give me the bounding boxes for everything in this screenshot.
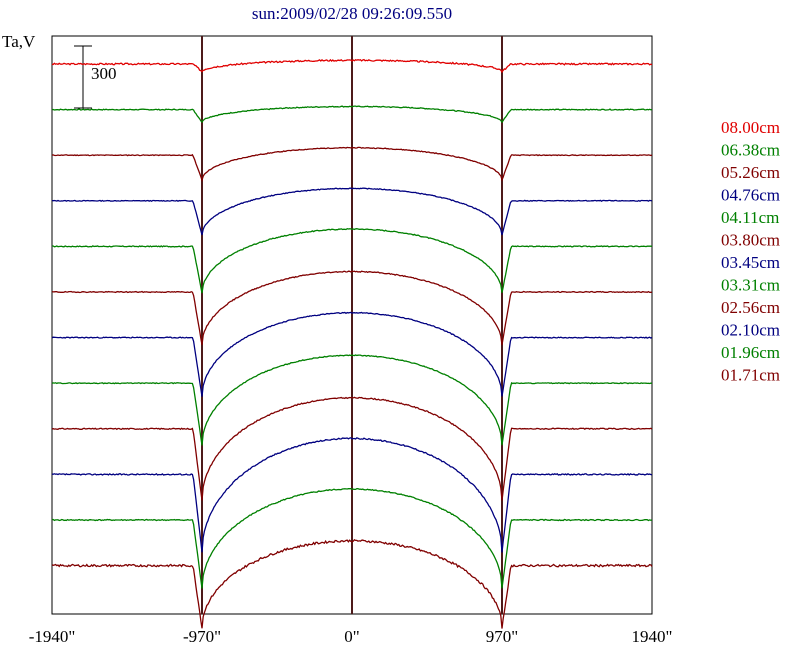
- legend-item: 02.10cm: [721, 321, 780, 340]
- legend-item: 01.71cm: [721, 366, 780, 385]
- legend-item: 04.76cm: [721, 186, 780, 205]
- scale-bar-label: 300: [91, 64, 117, 83]
- series-line-01.71cm: [51, 538, 653, 629]
- x-tick-labels: -1940" -970" 0" 970" 1940": [29, 627, 673, 646]
- x-tick-label: 970": [486, 627, 518, 646]
- chart-title: sun:2009/02/28 09:26:09.550: [252, 4, 452, 23]
- series-line-01.96cm: [51, 487, 653, 589]
- scale-bar: 300: [74, 45, 117, 109]
- legend-item: 05.26cm: [721, 163, 780, 182]
- series-line-06.38cm: [51, 105, 652, 124]
- series-line-02.10cm: [52, 437, 653, 553]
- x-tick-label: -1940": [29, 627, 76, 646]
- legend-item: 08.00cm: [721, 118, 780, 137]
- series-line-03.80cm: [51, 270, 653, 346]
- series-line-04.11cm: [52, 227, 653, 294]
- vertical-marker-lines: [201, 36, 503, 614]
- series-line-02.56cm: [51, 396, 653, 501]
- y-axis-label: Ta,V: [2, 32, 36, 51]
- legend-item: 04.11cm: [721, 208, 779, 227]
- legend-item: 02.56cm: [721, 298, 780, 317]
- series-line-04.76cm: [51, 187, 653, 236]
- legend-item: 03.80cm: [721, 231, 780, 250]
- series-lines: [51, 58, 653, 629]
- series-line-03.31cm: [51, 354, 652, 446]
- series-line-05.26cm: [51, 146, 653, 183]
- x-tick-label: -970": [183, 627, 221, 646]
- legend: 08.00cm 06.38cm 05.26cm 04.76cm 04.11cm 03.80…: [721, 118, 780, 385]
- legend-item: 03.31cm: [721, 276, 780, 295]
- series-line-08.00cm: [51, 58, 653, 74]
- legend-item: 01.96cm: [721, 343, 780, 362]
- x-tick-label: 0": [344, 627, 359, 646]
- legend-item: 06.38cm: [721, 141, 780, 160]
- x-tick-label: 1940": [632, 627, 673, 646]
- series-line-03.45cm: [51, 311, 653, 397]
- legend-item: 03.45cm: [721, 253, 780, 272]
